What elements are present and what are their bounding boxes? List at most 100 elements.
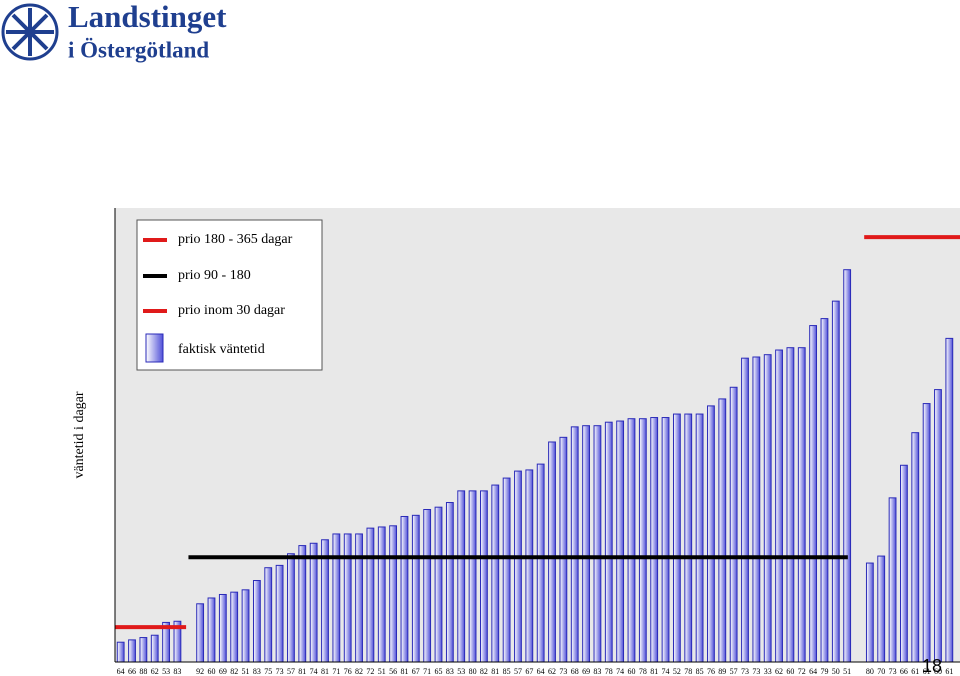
logo-region: i Östergötland xyxy=(68,37,209,62)
bar xyxy=(514,470,522,663)
bar xyxy=(457,490,466,663)
x-tick-label: 76 xyxy=(707,667,715,676)
bar xyxy=(491,484,500,663)
x-tick-label: 50 xyxy=(832,667,840,676)
x-tick-label: 51 xyxy=(242,667,250,676)
x-tick-label: 73 xyxy=(276,667,284,676)
x-tick-label: 82 xyxy=(355,667,363,676)
bar xyxy=(128,639,136,663)
bar xyxy=(900,464,908,663)
bar xyxy=(797,347,806,663)
bar xyxy=(695,413,704,663)
bar xyxy=(582,425,590,663)
x-tick-label: 83 xyxy=(446,667,454,676)
x-tick-label: 60 xyxy=(627,667,635,676)
bar xyxy=(377,526,386,663)
x-tick-label: 53 xyxy=(457,667,465,676)
x-tick-label: 64 xyxy=(537,667,545,676)
x-tick-label: 74 xyxy=(310,667,318,676)
bar xyxy=(275,564,284,663)
x-tick-label: 64 xyxy=(117,667,125,676)
bar xyxy=(752,356,761,663)
bar xyxy=(116,641,125,663)
bar xyxy=(434,506,443,663)
x-tick-label: 79 xyxy=(820,667,828,676)
bar xyxy=(786,347,795,663)
x-tick-label: 73 xyxy=(889,667,897,676)
x-tick-label: 81 xyxy=(298,667,306,676)
bar xyxy=(207,597,216,663)
x-tick-label: 85 xyxy=(696,667,704,676)
x-tick-label: 83 xyxy=(253,667,261,676)
x-tick-label: 78 xyxy=(684,667,692,676)
x-tick-label: 61 xyxy=(945,667,953,676)
x-tick-label: 62 xyxy=(151,667,159,676)
x-tick-label: 73 xyxy=(559,667,567,676)
bar xyxy=(570,426,579,663)
bar xyxy=(684,413,693,663)
bar xyxy=(502,477,511,663)
bar xyxy=(536,463,545,663)
x-tick-label: 65 xyxy=(435,667,443,676)
legend-label: faktisk väntetid xyxy=(178,342,265,357)
x-tick-label: 71 xyxy=(332,667,340,676)
bar xyxy=(445,502,454,663)
x-tick-label: 60 xyxy=(786,667,794,676)
legend-box xyxy=(136,219,323,371)
x-tick-label: 82 xyxy=(230,667,238,676)
x-tick-label: 89 xyxy=(718,667,726,676)
legend-label: prio 90 - 180 xyxy=(178,268,251,283)
x-tick-label: 61 xyxy=(923,667,931,676)
bar xyxy=(139,637,148,663)
x-tick-label: 83 xyxy=(173,667,181,676)
bar xyxy=(672,413,681,663)
x-tick-label: 83 xyxy=(593,667,601,676)
bar xyxy=(741,357,749,663)
bar xyxy=(150,634,159,663)
bar xyxy=(729,386,738,663)
bar xyxy=(820,318,829,663)
bar xyxy=(718,398,727,663)
x-tick-label: 74 xyxy=(662,667,670,676)
bar xyxy=(831,300,840,663)
x-tick-label: 78 xyxy=(639,667,647,676)
bar xyxy=(218,593,227,663)
bar xyxy=(593,425,602,663)
page-number: 18 xyxy=(922,656,942,676)
x-tick-label: 85 xyxy=(503,667,511,676)
bar xyxy=(627,418,636,663)
bar xyxy=(332,533,341,663)
x-tick-label: 52 xyxy=(673,667,681,676)
x-tick-label: 56 xyxy=(389,667,397,676)
bar xyxy=(616,420,625,663)
x-tick-label: 70 xyxy=(877,667,885,676)
x-tick-label: 80 xyxy=(469,667,477,676)
bar xyxy=(934,389,942,663)
bar xyxy=(196,603,205,663)
logo-star xyxy=(6,8,54,56)
x-tick-label: 92 xyxy=(196,667,204,676)
x-tick-label: 78 xyxy=(605,667,613,676)
bar xyxy=(366,527,375,663)
x-tick-label: 66 xyxy=(900,667,908,676)
x-tick-label: 81 xyxy=(400,667,408,676)
logo-emblem xyxy=(1,3,59,61)
x-tick-label: 88 xyxy=(139,667,147,676)
x-tick-label: 61 xyxy=(911,667,919,676)
bar xyxy=(400,515,409,663)
bar xyxy=(638,418,647,663)
bar xyxy=(650,417,659,663)
x-tick-label: 57 xyxy=(730,667,738,676)
legend-swatch xyxy=(145,333,164,363)
y-axis-label: väntetid i dagar xyxy=(72,391,87,478)
bar xyxy=(707,405,715,663)
bar xyxy=(355,533,363,663)
x-tick-label: 72 xyxy=(366,667,374,676)
logo: Landstinget i Östergötland xyxy=(1,0,227,62)
bar xyxy=(287,553,295,663)
x-tick-label: 81 xyxy=(650,667,658,676)
x-tick-label: 73 xyxy=(741,667,749,676)
legend-label: prio 180 - 365 dagar xyxy=(178,232,293,247)
x-tick-label: 67 xyxy=(412,667,420,676)
x-tick-label: 68 xyxy=(571,667,579,676)
